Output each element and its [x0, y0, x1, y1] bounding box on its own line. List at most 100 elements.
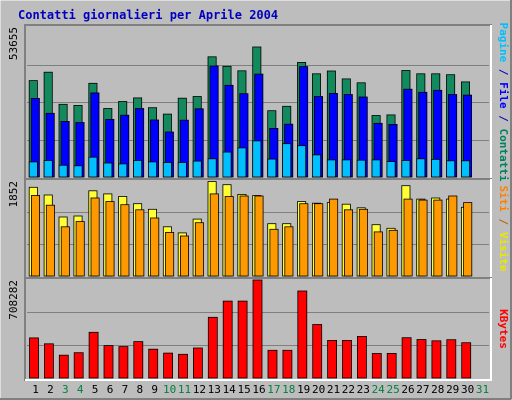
bar-siti-day-3 — [60, 226, 70, 277]
bar-siti-day-9 — [150, 217, 160, 277]
bar-kbytes-day-23 — [356, 335, 367, 379]
bar-kbytes-day-24 — [371, 353, 382, 379]
panel-3: 708282 KBytes — [7, 277, 510, 381]
x-tick-label: 31 — [476, 383, 489, 396]
series-pagine — [28, 140, 470, 178]
bar-siti-day-19 — [299, 203, 309, 277]
bar-siti-day-2 — [45, 204, 55, 277]
series-kbytes — [29, 279, 472, 379]
bar-pagine-day-6 — [103, 162, 113, 178]
bar-kbytes-day-16 — [252, 279, 263, 379]
bar-siti-day-18 — [284, 226, 294, 277]
bar-kbytes-day-13 — [207, 316, 218, 379]
legend-part: Contatti — [497, 129, 510, 182]
bar-pagine-day-20 — [311, 154, 321, 178]
panel-1: 53655 Pagine / File / Contatti — [7, 23, 510, 182]
bar-kbytes-day-20 — [312, 324, 323, 379]
bar-pagine-day-8 — [133, 160, 143, 178]
bar-kbytes-day-10 — [163, 352, 174, 379]
bar-pagine-day-11 — [177, 162, 187, 178]
x-tick-label: 9 — [151, 383, 158, 396]
bar-pagine-day-10 — [162, 162, 172, 178]
bar-siti-day-16 — [254, 195, 264, 277]
bar-siti-day-25 — [388, 229, 398, 277]
bar-pagine-day-21 — [326, 159, 336, 178]
bar-pagine-day-19 — [297, 145, 307, 178]
bar-siti-day-17 — [269, 228, 279, 277]
bar-siti-day-24 — [373, 231, 383, 277]
y-max-label: 53655 — [7, 27, 20, 60]
bar-kbytes-day-30 — [461, 342, 472, 379]
bar-kbytes-day-27 — [416, 339, 427, 379]
x-axis-labels: 1 2 3 4 5 6 7 8 9 10 11 12 13 14 15 16 17 18 19 20 21 22 23 24 2… — [32, 383, 489, 396]
bar-siti-day-13 — [209, 193, 219, 277]
bar-siti-day-21 — [329, 198, 339, 277]
bar-pagine-day-26 — [401, 160, 411, 178]
bar-siti-day-28 — [433, 199, 443, 277]
bar-pagine-day-2 — [43, 160, 53, 178]
bar-pagine-day-1 — [28, 161, 38, 178]
bar-siti-day-20 — [314, 203, 324, 277]
bar-kbytes-day-4 — [73, 352, 84, 379]
x-tick-label: 4 — [77, 383, 84, 396]
x-tick-label: 28 — [431, 383, 444, 396]
bar-kbytes-day-5 — [88, 331, 99, 379]
legend-part: KBytes — [497, 309, 510, 349]
panel-2: 1852 Siti / Visite — [7, 178, 510, 279]
bar-siti-day-5 — [90, 197, 100, 277]
bar-kbytes-day-6 — [103, 345, 114, 379]
bar-kbytes-day-14 — [222, 300, 233, 379]
bar-siti-day-29 — [448, 195, 458, 277]
legend-part: / — [497, 109, 510, 129]
bar-siti-day-15 — [239, 195, 249, 277]
chart-panels: 53655 Pagine / File / Contatti 1852 Siti / … — [7, 23, 510, 381]
x-tick-label: 22 — [342, 383, 355, 396]
bar-siti-day-8 — [135, 209, 145, 277]
y-axis-legend: Pagine / File / Contatti — [497, 23, 510, 182]
x-tick-label: 26 — [401, 383, 414, 396]
bar-siti-day-27 — [418, 199, 428, 277]
bar-pagine-day-13 — [207, 158, 217, 178]
legend-part: File — [497, 82, 510, 109]
bar-siti-day-4 — [75, 221, 85, 277]
x-tick-label: 8 — [136, 383, 143, 396]
bar-siti-day-1 — [30, 195, 40, 277]
x-tick-label: 1 — [32, 383, 39, 396]
bar-kbytes-day-29 — [446, 339, 457, 379]
x-tick-label: 15 — [237, 383, 250, 396]
bar-kbytes-day-25 — [386, 352, 397, 379]
bar-pagine-day-27 — [416, 158, 426, 178]
bar-pagine-day-24 — [371, 159, 381, 178]
bar-pagine-day-7 — [118, 163, 128, 178]
bar-kbytes-day-28 — [431, 340, 442, 379]
bar-pagine-day-16 — [252, 140, 262, 178]
legend-part: / — [497, 212, 510, 232]
bar-pagine-day-25 — [386, 161, 396, 178]
bar-pagine-day-18 — [282, 143, 292, 178]
x-tick-label: 13 — [208, 383, 221, 396]
bar-pagine-day-9 — [147, 161, 157, 178]
x-tick-label: 16 — [252, 383, 265, 396]
bar-siti-day-7 — [120, 204, 130, 277]
x-tick-label: 27 — [416, 383, 429, 396]
bar-kbytes-day-26 — [401, 337, 412, 379]
x-tick-label: 19 — [297, 383, 310, 396]
x-tick-label: 3 — [62, 383, 69, 396]
legend-part: / — [497, 62, 510, 82]
x-tick-label: 20 — [312, 383, 325, 396]
x-tick-label: 30 — [461, 383, 474, 396]
x-tick-label: 12 — [193, 383, 206, 396]
bar-pagine-day-23 — [356, 159, 366, 178]
x-tick-label: 10 — [163, 383, 176, 396]
bar-kbytes-day-3 — [58, 354, 69, 379]
series-siti — [30, 193, 473, 277]
bar-pagine-day-5 — [88, 156, 98, 178]
bar-pagine-day-29 — [446, 160, 456, 178]
bar-kbytes-day-17 — [267, 349, 278, 379]
x-tick-label: 7 — [122, 383, 129, 396]
bar-kbytes-day-21 — [327, 339, 338, 379]
bar-kbytes-day-8 — [133, 341, 144, 379]
y-axis-legend: Siti / Visite — [497, 185, 510, 271]
x-tick-label: 23 — [357, 383, 370, 396]
x-tick-label: 21 — [327, 383, 340, 396]
